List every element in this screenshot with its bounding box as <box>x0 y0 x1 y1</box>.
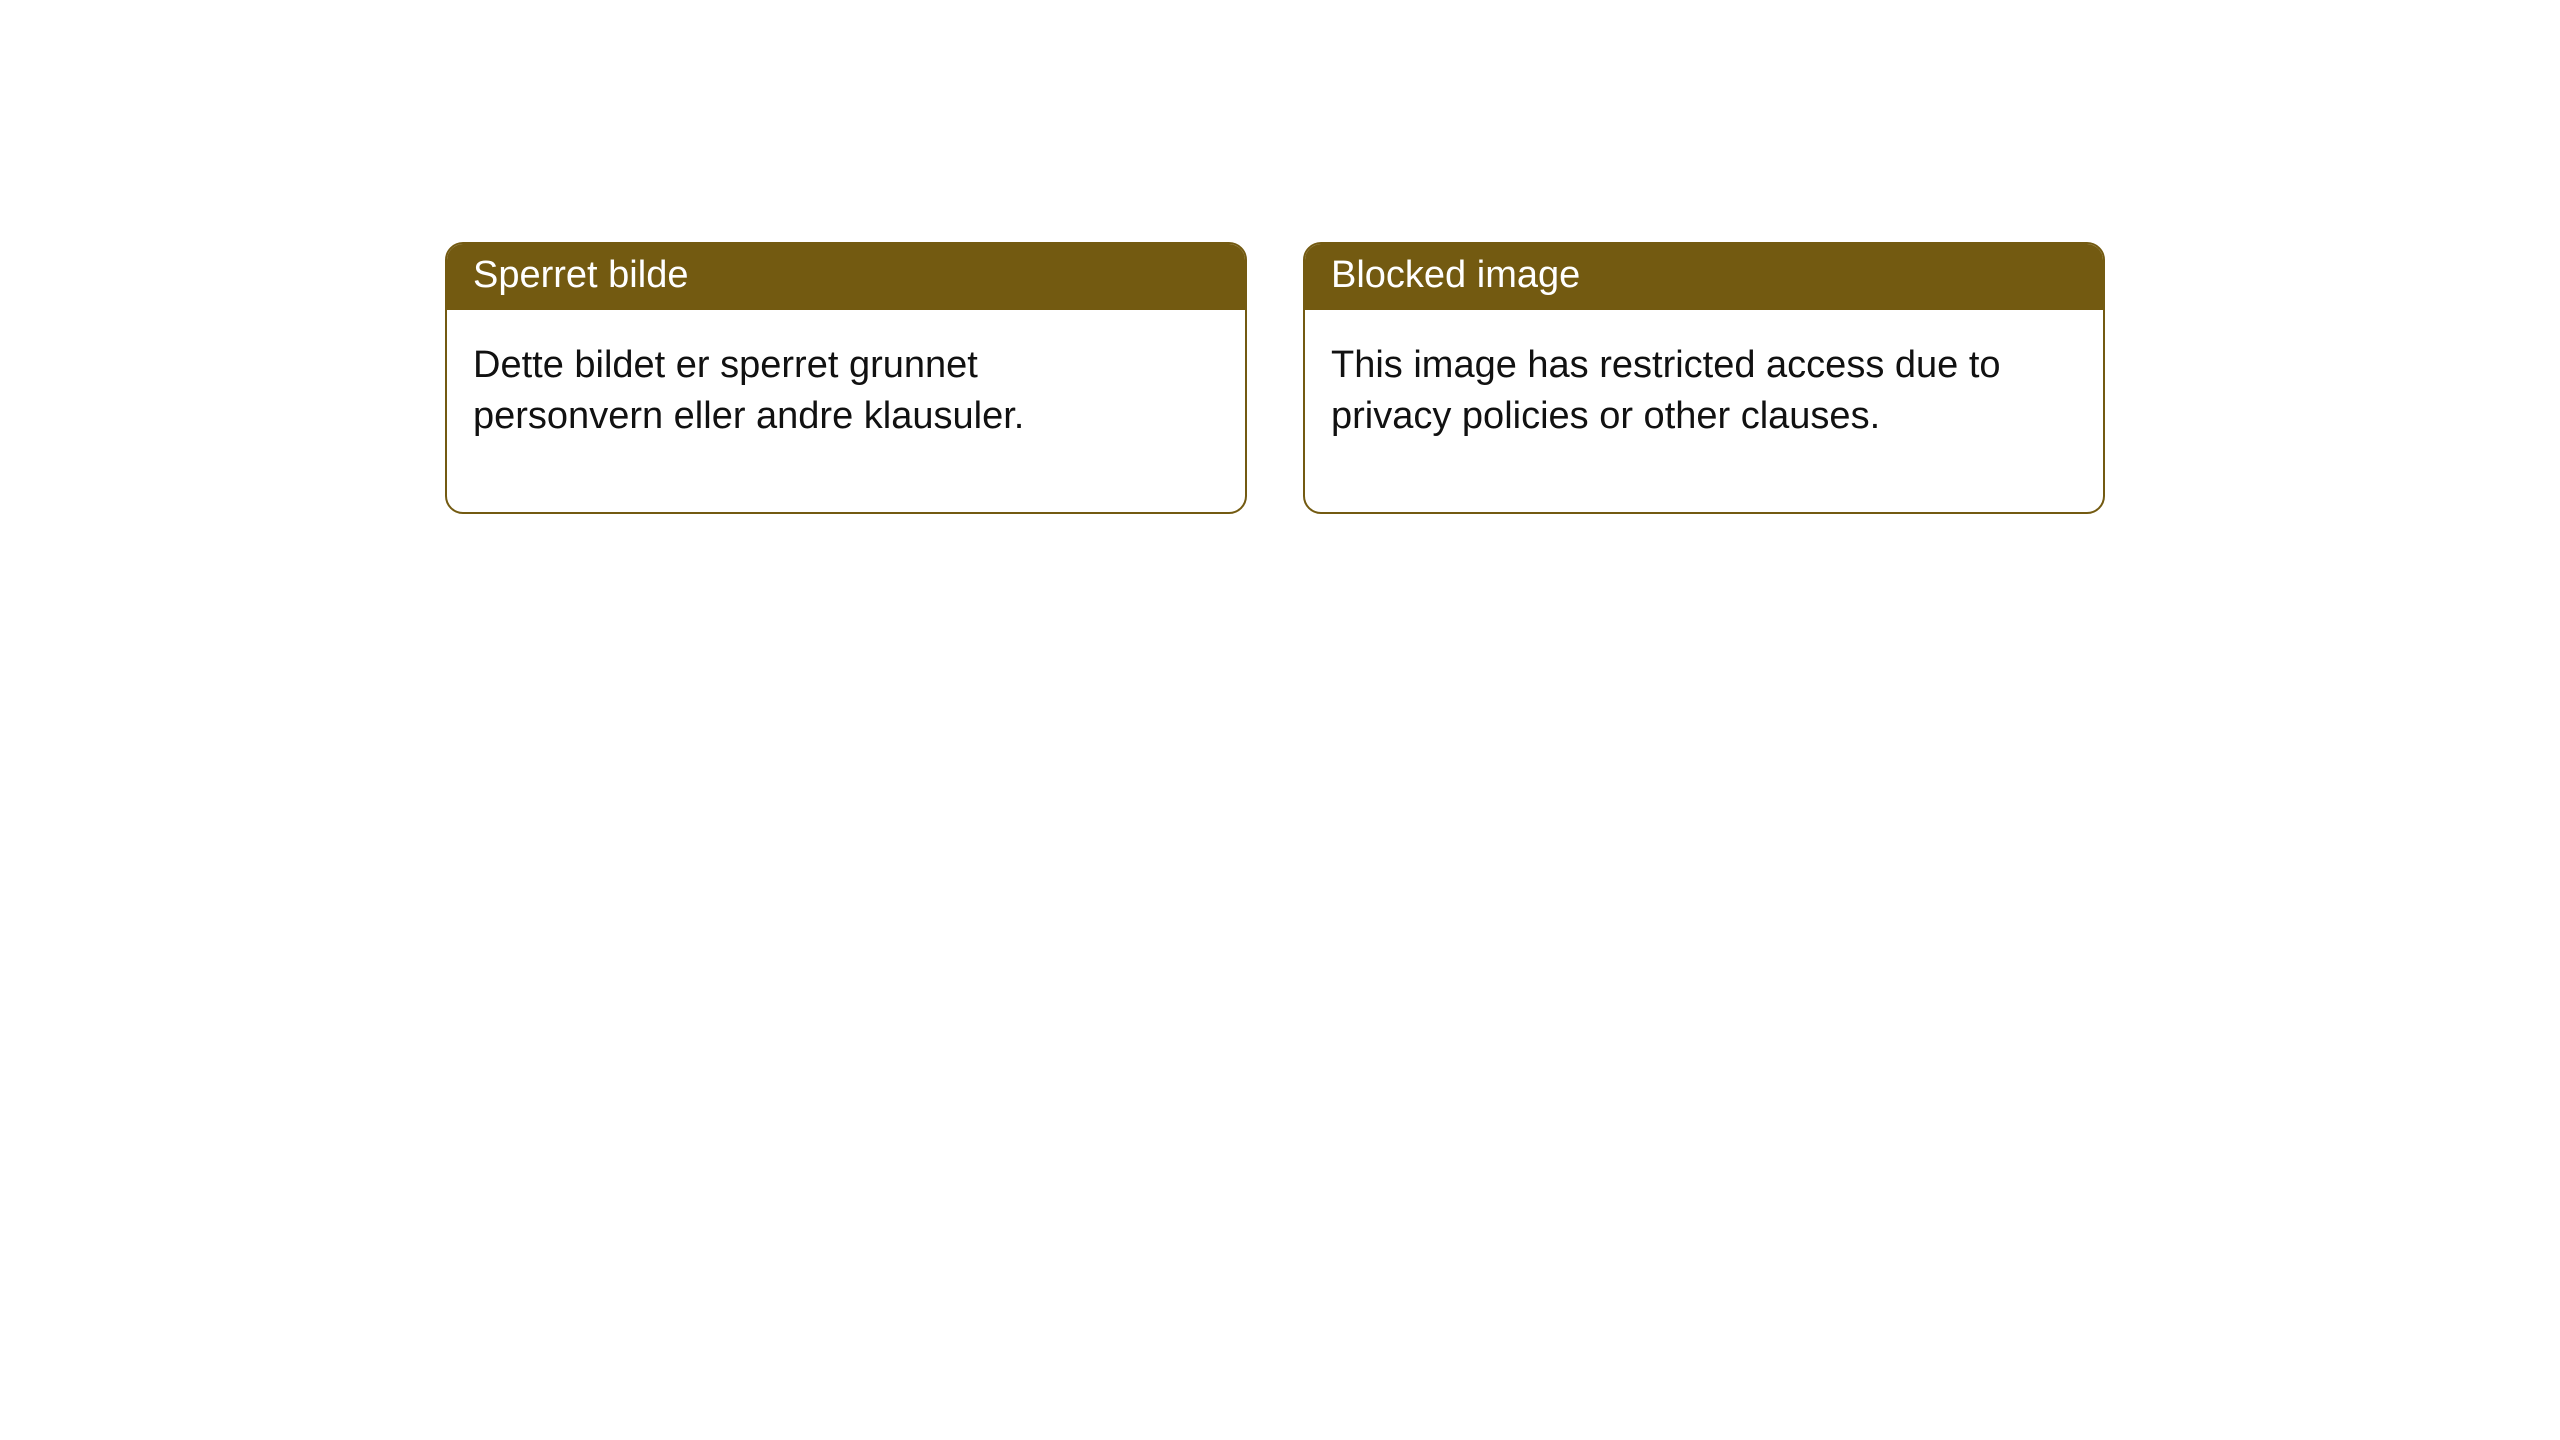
notice-title: Sperret bilde <box>447 244 1245 310</box>
notice-body: Dette bildet er sperret grunnet personve… <box>447 310 1179 513</box>
notice-title: Blocked image <box>1305 244 2103 310</box>
notice-body: This image has restricted access due to … <box>1305 310 2037 513</box>
notice-container: Sperret bilde Dette bildet er sperret gr… <box>0 0 2560 514</box>
notice-card-english: Blocked image This image has restricted … <box>1303 242 2105 514</box>
notice-card-norwegian: Sperret bilde Dette bildet er sperret gr… <box>445 242 1247 514</box>
